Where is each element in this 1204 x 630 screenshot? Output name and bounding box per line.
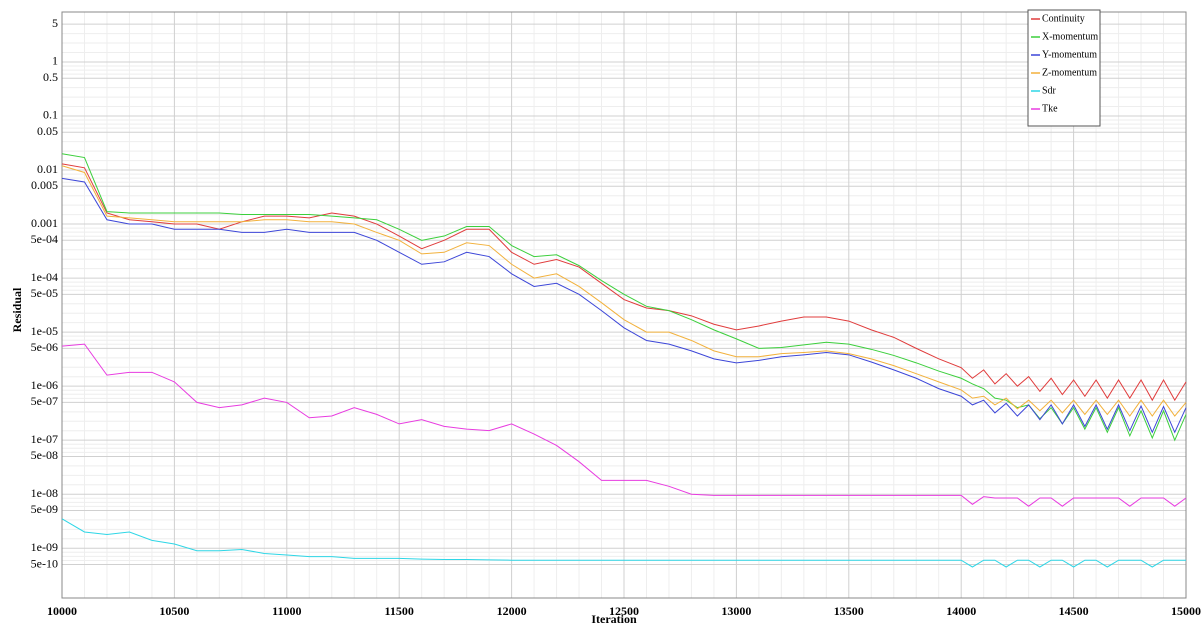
y-tick-label: 1	[52, 54, 58, 68]
legend-label: Sdr	[1042, 85, 1057, 96]
x-tick-label: 14500	[1059, 604, 1089, 618]
y-tick-label: 5e-10	[31, 556, 58, 570]
series-line	[61, 153, 1187, 442]
y-tick-label: 5e-09	[31, 502, 58, 516]
series-line	[61, 165, 1187, 417]
y-tick-label: 0.1	[43, 108, 58, 122]
plot-frame	[61, 11, 1187, 599]
x-tick-label: 11000	[272, 604, 301, 618]
y-tick-label: 5e-07	[31, 394, 58, 408]
legend-label: Y-momentum	[1042, 49, 1097, 60]
y-tick-label: 1e-06	[31, 378, 58, 392]
y-tick-label: 5e-06	[31, 340, 58, 354]
x-axis-label: Iteration	[591, 612, 637, 626]
legend-label: Z-momentum	[1042, 67, 1097, 78]
y-tick-label: 1e-08	[31, 486, 58, 500]
y-tick-label: 1e-09	[31, 540, 58, 554]
series-line	[61, 177, 1187, 434]
y-tick-label: 0.01	[37, 162, 58, 176]
y-tick-label: 1e-04	[31, 270, 58, 284]
x-tick-label: 13500	[834, 604, 864, 618]
x-tick-label: 10000	[47, 604, 77, 618]
legend-label: Tke	[1042, 103, 1058, 114]
series-line	[61, 518, 1186, 568]
y-axis-label: Residual	[10, 287, 24, 332]
x-tick-label: 11500	[385, 604, 414, 618]
x-tick-label: 14000	[946, 604, 976, 618]
y-tick-label: 0.05	[37, 124, 58, 138]
y-tick-label: 0.5	[43, 70, 58, 84]
y-tick-label: 0.005	[31, 178, 58, 192]
x-tick-label: 15000	[1171, 604, 1201, 618]
y-tick-label: 5	[52, 16, 58, 30]
legend-label: Continuity	[1042, 13, 1085, 24]
x-tick-label: 12500	[609, 604, 639, 618]
series-line	[61, 163, 1187, 402]
y-tick-label: 5e-04	[31, 232, 58, 246]
x-tick-label: 12000	[497, 604, 527, 618]
legend-box	[1027, 9, 1101, 127]
series-line	[61, 343, 1187, 507]
y-tick-label: 1e-07	[31, 432, 58, 446]
legend-label: X-momentum	[1042, 31, 1098, 42]
y-tick-label: 0.001	[31, 216, 58, 230]
y-tick-label: 5e-05	[31, 286, 58, 300]
y-tick-label: 1e-05	[31, 324, 58, 338]
y-tick-label: 5e-08	[31, 448, 58, 462]
x-tick-label: 10500	[159, 604, 189, 618]
legend: Continuity X-momentum Y-momentum Z-momentum…	[1027, 9, 1101, 127]
x-tick-label: 13000	[721, 604, 751, 618]
